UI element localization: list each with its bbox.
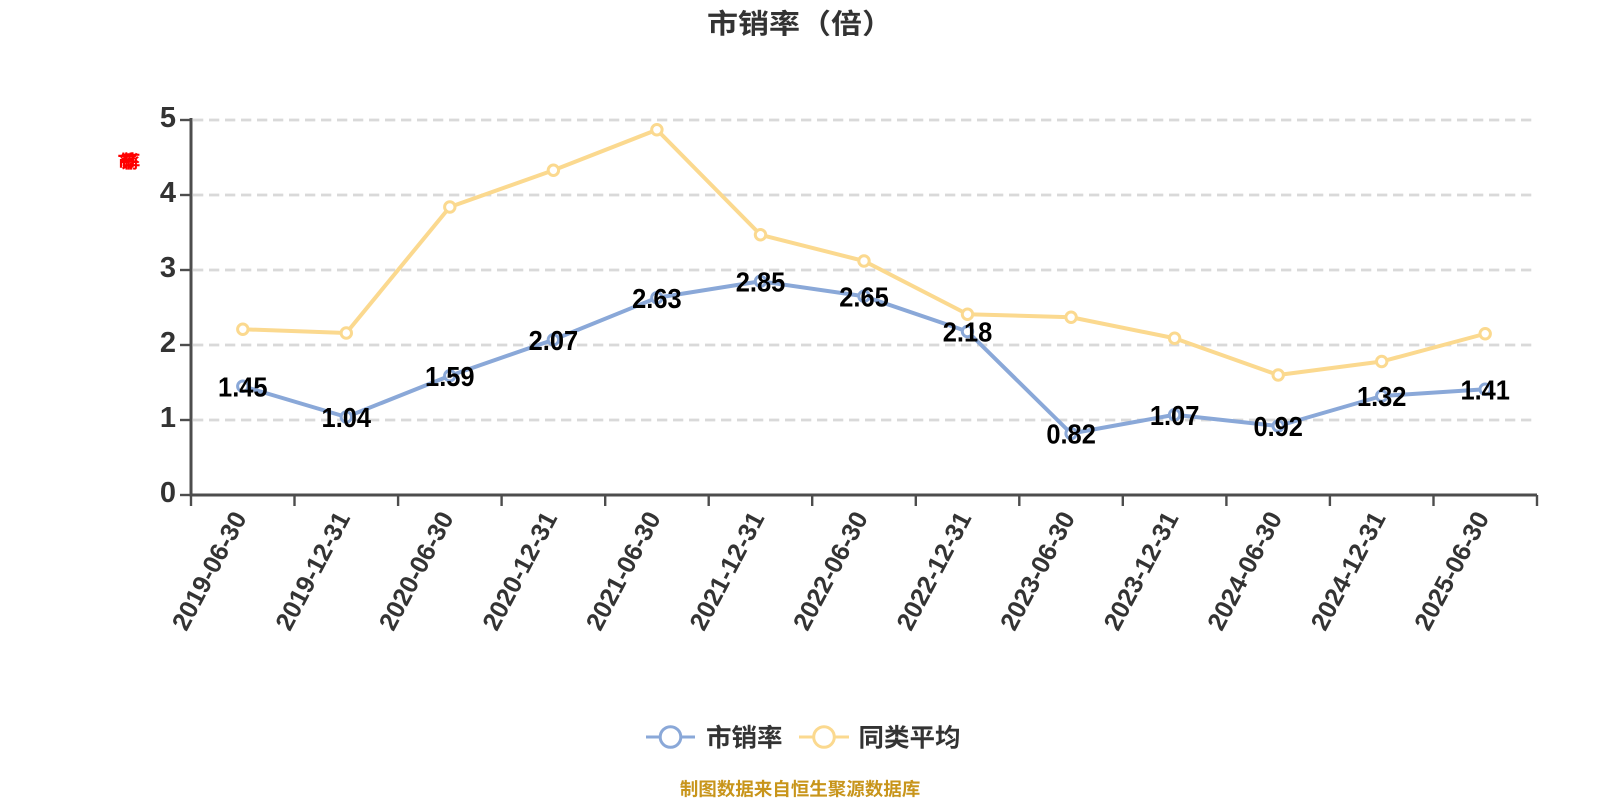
svg-text:1.41: 1.41 — [1460, 374, 1510, 405]
svg-text:4: 4 — [160, 177, 176, 209]
svg-text:3: 3 — [160, 252, 176, 284]
svg-text:1.59: 1.59 — [425, 361, 475, 392]
svg-text:1.04: 1.04 — [322, 402, 372, 433]
svg-text:2.63: 2.63 — [632, 283, 682, 314]
svg-text:2.85: 2.85 — [736, 266, 786, 297]
svg-text:2: 2 — [160, 327, 176, 359]
svg-text:1: 1 — [160, 402, 176, 434]
svg-text:1.45: 1.45 — [218, 371, 268, 402]
svg-text:0.92: 0.92 — [1253, 411, 1303, 442]
svg-text:0: 0 — [160, 477, 176, 509]
svg-text:2.07: 2.07 — [529, 325, 579, 356]
svg-text:1.32: 1.32 — [1357, 381, 1407, 412]
svg-text:5: 5 — [160, 102, 176, 134]
svg-text:1.07: 1.07 — [1150, 400, 1200, 431]
svg-text:0.82: 0.82 — [1046, 419, 1096, 450]
svg-text:2.18: 2.18 — [943, 317, 993, 348]
svg-text:2.65: 2.65 — [839, 281, 889, 312]
